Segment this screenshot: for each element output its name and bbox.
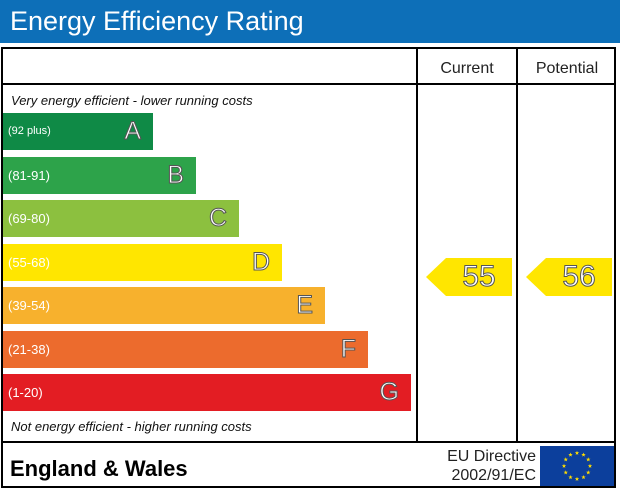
band-letter-label: F — [340, 335, 356, 364]
chart-title: Energy Efficiency Rating — [10, 6, 304, 36]
flag-star-icon — [574, 476, 580, 481]
band-range-label: (55-68) — [8, 255, 50, 270]
band-a: (92 plus) A — [3, 113, 153, 150]
arrow-shape — [526, 258, 612, 296]
band-range-label: (92 plus) — [8, 125, 51, 137]
flag-star-icon — [586, 470, 591, 475]
flag-star-icon — [563, 457, 568, 462]
band-c: (69-80) C — [3, 200, 239, 237]
current-rating-arrow: 55 — [426, 258, 512, 296]
flag-star-icon — [581, 452, 586, 457]
potential-rating-arrow: 56 — [526, 258, 612, 296]
band-d: (55-68) D — [3, 244, 282, 281]
band-f: (21-38) F — [3, 331, 368, 368]
arrow-shape — [426, 258, 512, 296]
flag-star-icon — [587, 463, 593, 468]
current-column-header: Current — [440, 60, 494, 77]
band-letter-label: E — [296, 291, 314, 320]
eu-directive-line1: EU Directive — [447, 448, 536, 465]
flag-star-icon — [586, 457, 591, 462]
potential-column-header: Potential — [535, 60, 599, 77]
band-range-label: (1-20) — [8, 385, 43, 400]
eu-directive-line2: 2002/91/EC — [451, 467, 536, 484]
footer-divider — [1, 441, 616, 443]
band-letter-label: B — [167, 161, 185, 190]
flag-star-icon — [568, 452, 573, 457]
efficient-note: Very energy efficient - lower running co… — [11, 93, 253, 108]
band-range-label: (81-91) — [8, 168, 50, 183]
band-g: (1-20) G — [3, 374, 411, 411]
potential-column-divider — [516, 47, 518, 443]
flag-star-icon — [581, 474, 586, 480]
flag-star-icon — [574, 450, 580, 455]
inefficient-note: Not energy efficient - higher running co… — [11, 419, 252, 434]
band-e: (39-54) E — [3, 287, 325, 324]
rating-frame — [1, 47, 616, 488]
band-letter-label: G — [379, 378, 399, 407]
title-bar: Energy Efficiency Rating — [0, 0, 620, 43]
flag-star-icon — [568, 474, 573, 480]
eu-flag-icon — [540, 446, 614, 486]
region-label: England & Wales — [10, 456, 188, 481]
arrow-value-label: 55 — [462, 260, 496, 294]
flag-star-icon — [563, 470, 568, 475]
header-divider — [1, 83, 616, 85]
arrow-value-label: 56 — [562, 260, 596, 294]
band-letter-label: C — [208, 204, 227, 233]
band-range-label: (39-54) — [8, 298, 50, 313]
band-letter-label: A — [124, 117, 142, 146]
band-range-label: (69-80) — [8, 211, 50, 226]
current-column-divider — [416, 47, 418, 443]
eu-directive-label: EU Directive 2002/91/EC — [418, 447, 536, 485]
band-letter-label: D — [251, 248, 270, 277]
flag-star-icon — [561, 463, 567, 468]
band-b: (81-91) B — [3, 157, 196, 194]
band-range-label: (21-38) — [8, 342, 50, 357]
